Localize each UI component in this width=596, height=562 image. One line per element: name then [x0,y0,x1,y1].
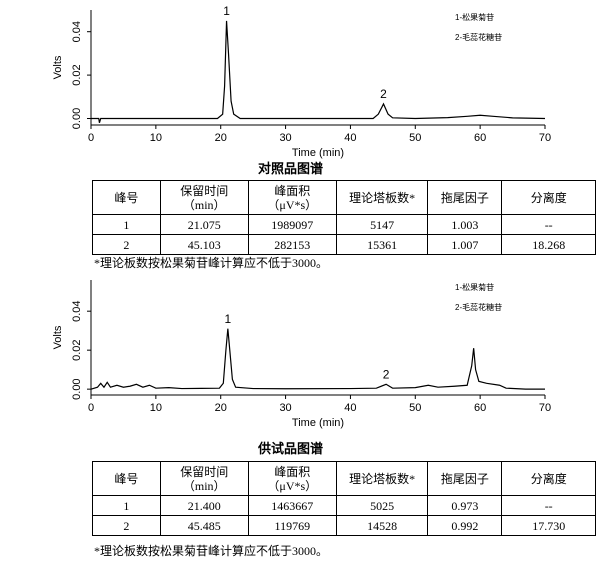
x-tick-label: 50 [409,132,421,144]
cell: 45.103 [159,234,249,255]
row: 1 21.400 1463667 5025 0.973 -- [92,495,596,516]
x-tick-label: 40 [344,402,356,414]
x-tick-label: 20 [215,402,227,414]
peak-label: 2 [380,87,387,101]
chromatogram: 0.00 0.02 0.04 0 10 20 30 40 50 60 70 Time (min) Vol… [52,280,551,429]
header-cell: 峰面积 （μV*s） [247,461,337,496]
x-axis-label: Time (min) [292,417,344,429]
x-tick-label: 30 [279,132,291,144]
x-tick-label: 60 [474,132,486,144]
cell: 2 [92,234,161,255]
caption: 供试品图谱 [258,441,324,456]
legend-note: 1-松果菊苷 [455,282,494,292]
trace [90,328,545,390]
note: *理论板数按松果菊苷峰计算应不低于3000。 [94,544,329,558]
cell: 119769 [247,515,337,536]
cell: -- [501,214,596,235]
header-cell: 峰号 [92,461,161,496]
cell: 1.007 [427,234,503,255]
x-tick-label: 40 [344,132,356,144]
x-tick-label: 10 [150,132,162,144]
cell: 1.003 [427,214,503,235]
legend-note: 1-松果菊苷 [455,12,494,22]
y-tick-label: 0.00 [71,378,83,399]
peak-label: 1 [223,4,230,18]
peak-label: 2 [383,367,390,381]
cell: 1 [92,214,161,235]
y-tick-label: 0.02 [71,339,83,360]
cell: 21.075 [159,214,249,235]
header-cell: 分离度 [501,180,596,215]
x-tick-label: 0 [88,402,94,414]
caption: 对照品图谱 [258,161,324,176]
header-cell: 峰号 [92,180,161,215]
row: 2 45.485 119769 14528 0.992 17.730 [92,515,596,536]
y-tick-label: 0.00 [71,108,83,129]
cell: 18.268 [501,234,596,255]
header-cell: 保留时间 （min） [159,180,249,215]
header-row: 峰号 保留时间 （min） 峰面积 （μV*s） 理论塔板数* 拖尾因子 分离度 [92,180,596,215]
cell: 21.400 [159,495,249,516]
legend-note: 2-毛蕊花糖苷 [455,32,502,42]
header-cell: 理论塔板数* [335,180,429,215]
cell: 0.973 [427,495,503,516]
header-cell: 拖尾因子 [427,180,503,215]
cell: 17.730 [501,515,596,536]
peak-label: 1 [225,312,232,326]
y-tick-label: 0.04 [71,300,83,321]
legend-note: 2-毛蕊花糖苷 [455,302,502,312]
y-axis-label: Volts [52,55,64,79]
x-tick-label: 10 [150,402,162,414]
row: 2 45.103 282153 15361 1.007 18.268 [92,234,596,255]
cell: 1 [92,495,161,516]
cell: -- [501,495,596,516]
cell: 5025 [335,495,429,516]
x-tick-label: 20 [215,132,227,144]
header-cell: 峰面积 （μV*s） [247,180,337,215]
cell: 0.992 [427,515,503,536]
trace [91,20,546,124]
x-tick-label: 70 [539,402,551,414]
cell: 282153 [247,234,337,255]
table: 峰号 保留时间 （min） 峰面积 （μV*s） 理论塔板数* 拖尾因子 分离度 1 21.4… [92,461,596,536]
cell: 45.485 [159,515,249,536]
note: *理论板数按松果菊苷峰计算应不低于3000。 [94,256,329,270]
y-axis-label: Volts [52,325,64,349]
table: 峰号 保留时间 （min） 峰面积 （μV*s） 理论塔板数* 拖尾因子 分离度 1 21.0… [92,180,596,255]
x-axis-label: Time (min) [292,147,344,159]
cell: 14528 [335,515,429,536]
cell: 1989097 [247,214,337,235]
x-tick-label: 70 [539,132,551,144]
header-cell: 拖尾因子 [427,461,503,496]
x-tick-label: 60 [474,402,486,414]
x-tick-label: 30 [279,402,291,414]
header-row: 峰号 保留时间 （min） 峰面积 （μV*s） 理论塔板数* 拖尾因子 分离度 [92,461,596,496]
header-cell: 理论塔板数* [335,461,429,496]
cell: 1463667 [247,495,337,516]
chromatogram: 0.00 0.02 0.04 0 10 20 30 40 50 60 70 Time (min) Vol… [52,4,551,159]
cell: 2 [92,515,161,536]
cell: 15361 [335,234,429,255]
y-tick-label: 0.04 [71,21,83,42]
y-tick-label: 0.02 [71,64,83,85]
header-cell: 保留时间 （min） [159,461,249,496]
header-cell: 分离度 [501,461,596,496]
x-tick-label: 0 [88,132,94,144]
cell: 5147 [335,214,429,235]
row: 1 21.075 1989097 5147 1.003 -- [92,214,596,235]
x-tick-label: 50 [409,402,421,414]
